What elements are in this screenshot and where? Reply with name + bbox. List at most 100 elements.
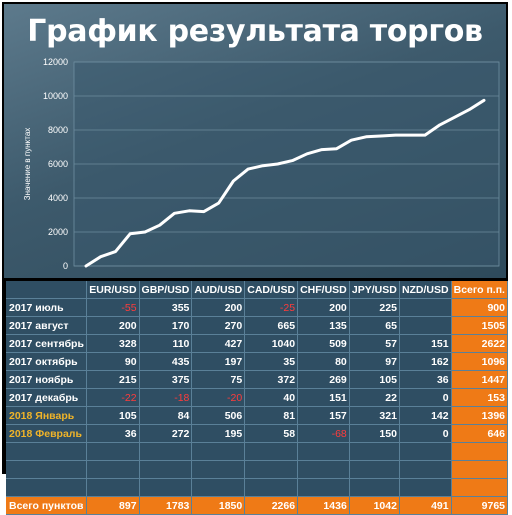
footer-cell: 1042 [349, 496, 400, 515]
table-cell: 151 [297, 388, 350, 407]
table-cell: 80 [297, 352, 350, 371]
table-cell: 110 [139, 334, 193, 353]
table-cell: 197 [191, 352, 246, 371]
table-row: 2018 Февраль 36 272 195 58 -68 150 0 646 [6, 424, 509, 443]
table-cell [297, 442, 350, 461]
table-row: 2017 декабрь -22 -18 -20 40 151 22 0 153 [6, 388, 509, 407]
table-cell: 272 [139, 424, 193, 443]
column-header: AUD/USD [191, 281, 246, 299]
table-cell: 506 [191, 406, 246, 425]
table-cell: -22 [86, 388, 140, 407]
table-cell [244, 460, 299, 479]
footer-cell: 491 [399, 496, 452, 515]
table-cell: 1096 [451, 352, 509, 371]
y-tick-label: 2000 [48, 227, 68, 237]
table-cell: 509 [297, 334, 350, 353]
chart-panel: График результата торгов 0 2000 4000 6000 80… [4, 4, 506, 278]
table-cell: 372 [244, 370, 299, 389]
series-line [84, 98, 486, 268]
row-label [6, 460, 88, 479]
row-label [6, 478, 88, 497]
row-label: 2017 июль [6, 298, 88, 317]
table-cell: 435 [139, 352, 193, 371]
table-cell: 157 [297, 406, 350, 425]
table-cell: 1396 [451, 406, 509, 425]
y-tick-label: 10000 [43, 91, 68, 101]
table-row: 2017 октябрь 90 435 197 35 80 97 162 1096 [6, 352, 509, 371]
table-row: 2017 июль -55 355 200 -25 200 225 900 [6, 298, 509, 317]
table-cell: 36 [86, 424, 140, 443]
table-cell [191, 442, 246, 461]
table-cell: 90 [86, 352, 140, 371]
table-cell: 57 [349, 334, 400, 353]
table-cell: 0 [399, 388, 452, 407]
table-cell [139, 478, 193, 497]
table-cell [191, 478, 246, 497]
table-cell [349, 460, 400, 479]
column-header: GBP/USD [139, 281, 193, 299]
row-label: 2017 август [6, 316, 88, 335]
column-header: EUR/USD [86, 281, 140, 299]
column-header: JPY/USD [349, 281, 400, 299]
table-cell: 355 [139, 298, 193, 317]
table-cell [399, 316, 452, 335]
table-cell [297, 478, 350, 497]
chart-title: График результата торгов [27, 14, 483, 49]
table-cell: 105 [349, 370, 400, 389]
table-cell: 375 [139, 370, 193, 389]
y-tick-label: 0 [63, 261, 68, 271]
column-header [6, 281, 88, 299]
table-footer-row: Всего пунктов 897 1783 1850 2266 1436 1042 491 9… [6, 496, 509, 515]
table-row [6, 442, 509, 461]
table-cell: 646 [451, 424, 509, 443]
table-cell: 36 [399, 370, 452, 389]
table-cell: 1505 [451, 316, 509, 335]
column-header: CHF/USD [297, 281, 350, 299]
row-label: 2018 Февраль [6, 424, 88, 443]
footer-cell: 897 [86, 496, 140, 515]
table-cell [451, 460, 509, 479]
table-cell: 105 [86, 406, 140, 425]
table-cell: 321 [349, 406, 400, 425]
table-cell: 215 [86, 370, 140, 389]
footer-cell: 2266 [244, 496, 299, 515]
table-cell [86, 478, 140, 497]
table-cell [244, 478, 299, 497]
table-cell: 200 [86, 316, 140, 335]
table-cell [86, 460, 140, 479]
table-cell [349, 478, 400, 497]
table-cell: 900 [451, 298, 509, 317]
table-cell: 270 [191, 316, 246, 335]
table-cell [399, 442, 452, 461]
y-axis-label: Значение в пунктах [23, 128, 32, 201]
table-cell [244, 442, 299, 461]
column-header: CAD/USD [244, 281, 299, 299]
table-cell: 58 [244, 424, 299, 443]
table-cell: 135 [297, 316, 350, 335]
table-cell: 170 [139, 316, 193, 335]
table-cell [399, 298, 452, 317]
table-cell: 2622 [451, 334, 509, 353]
table-cell: -68 [297, 424, 350, 443]
table-cell: 269 [297, 370, 350, 389]
table-cell [399, 478, 452, 497]
column-header: NZD/USD [399, 281, 452, 299]
table-cell: -55 [86, 298, 140, 317]
y-tick-label: 12000 [43, 57, 68, 67]
footer-label: Всего пунктов [6, 496, 88, 515]
table-row [6, 478, 509, 497]
table-cell: 427 [191, 334, 246, 353]
table-cell [139, 442, 193, 461]
table-cell: 162 [399, 352, 452, 371]
table-cell: 40 [244, 388, 299, 407]
row-label: 2017 ноябрь [6, 370, 88, 389]
table-row: 2017 ноябрь 215 375 75 372 269 105 36 1447 [6, 370, 509, 389]
table-cell: 195 [191, 424, 246, 443]
table-cell [349, 442, 400, 461]
table-row: 2017 сентябрь 328 110 427 1040 509 57 151 2622 [6, 334, 509, 353]
table-cell: 81 [244, 406, 299, 425]
table-cell: 0 [399, 424, 452, 443]
table-cell: 153 [451, 388, 509, 407]
table-cell [399, 460, 452, 479]
